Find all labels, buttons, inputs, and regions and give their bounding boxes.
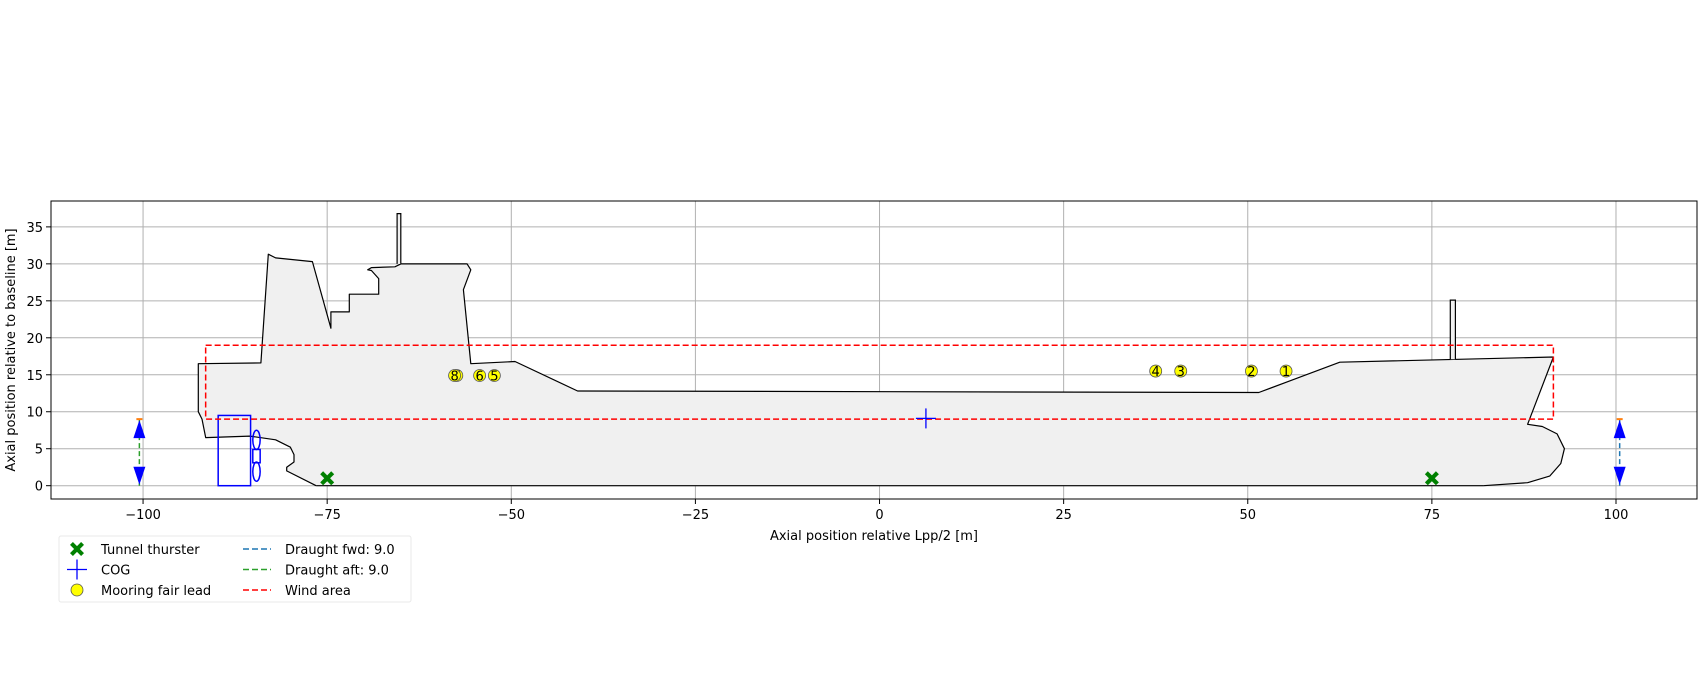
x-axis-label: Axial position relative Lpp/2 [m]: [770, 529, 978, 544]
legend-label: Tunnel thurster: [100, 543, 200, 558]
legend-label: Mooring fair lead: [101, 584, 211, 599]
draught-fwd-marker: [1613, 418, 1626, 486]
fair-lead-label: 5: [490, 370, 498, 385]
propeller-blade: [252, 461, 261, 483]
draught-aft-marker: [133, 418, 146, 486]
y-tick-label: 20: [26, 332, 43, 347]
x-tick-label: −25: [682, 508, 709, 523]
y-tick-label: 35: [26, 221, 43, 236]
legend-item: COG: [67, 559, 130, 580]
fair-lead-marker: [1174, 364, 1188, 378]
x-tick-label: 25: [1055, 508, 1072, 523]
legend-item: Mooring fair lead: [70, 583, 211, 599]
draught-aft-marker-up-arrow: [133, 420, 146, 439]
draught-aft-marker-down-arrow: [133, 466, 146, 485]
y-tick-label: 15: [26, 369, 43, 384]
fair-lead-marker: [473, 369, 487, 382]
x-tick-label: −75: [313, 508, 340, 523]
hull-fill: [198, 254, 1565, 486]
fair-lead-label: 3: [1177, 365, 1185, 380]
draught-fwd-marker-up-arrow: [1613, 420, 1626, 439]
plot-frame: [50, 200, 1698, 500]
fair-lead-marker: [1149, 364, 1163, 378]
legend-label: Draught fwd: 9.0: [285, 543, 395, 558]
legend-item: Wind area: [243, 584, 351, 599]
tunnel-thruster-marker: [1424, 471, 1439, 486]
y-tick-label: 5: [35, 443, 43, 458]
x-tick-label: 0: [875, 508, 883, 523]
cog-marker: [915, 408, 936, 429]
legend-fair-lead-swatch: [70, 583, 84, 597]
fair-lead-label: 2: [1247, 365, 1255, 380]
x-tick-label: −100: [125, 508, 161, 523]
x-tick-label: 50: [1239, 508, 1256, 523]
rudder: [217, 414, 252, 487]
ship-profile: [197, 213, 1566, 487]
legend-thruster-swatch: [70, 542, 84, 556]
fair-lead-label: 6: [475, 370, 483, 385]
hull-outline: [197, 253, 1566, 487]
fair-lead-marker: [448, 369, 461, 382]
fair-lead-marker: [1279, 364, 1293, 378]
fair-lead-label: 1: [1282, 365, 1290, 380]
draught-fwd-marker-down-arrow: [1613, 466, 1626, 485]
y-tick-label: 25: [26, 295, 43, 310]
y-tick-label: 0: [35, 480, 43, 495]
x-tick-label: 100: [1604, 508, 1629, 523]
funnel-outline: [396, 213, 402, 264]
propeller-hub: [252, 448, 261, 464]
legend-label: Wind area: [285, 584, 351, 599]
legend-item: Tunnel thurster: [70, 542, 200, 558]
legend-frame: [58, 535, 412, 603]
fair-lead-label: 8: [450, 370, 458, 385]
legend-label: Draught aft: 9.0: [285, 564, 389, 579]
legend-item: Draught aft: 9.0: [243, 564, 389, 579]
fair-lead-marker: [1245, 364, 1258, 378]
mast-outline: [1449, 299, 1457, 360]
x-tick-label: 75: [1424, 508, 1441, 523]
plot-marks: 12345678: [133, 344, 1626, 486]
x-tick-label: −50: [498, 508, 525, 523]
legend-item: Draught fwd: 9.0: [243, 543, 395, 558]
legend-label: COG: [101, 564, 130, 579]
y-tick-label: 10: [26, 406, 43, 421]
tunnel-thruster-marker: [320, 471, 335, 486]
y-tick-label: 30: [26, 258, 43, 273]
legend: Tunnel thurster COG Mooring fair lead Draug…: [58, 535, 412, 603]
fair-lead-marker: [487, 369, 501, 382]
y-axis-label: Axial position relative to baseline [m]: [4, 228, 19, 471]
fair-lead-label: 4: [1152, 365, 1160, 380]
